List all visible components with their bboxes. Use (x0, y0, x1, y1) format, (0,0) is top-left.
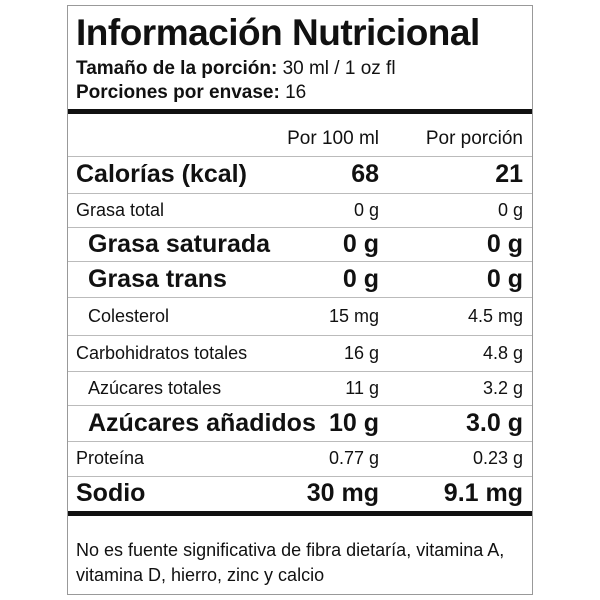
column-header: Por 100 ml Por porción (68, 121, 532, 157)
nutrient-row: Grasa trans 0 g 0 g (68, 261, 532, 298)
thick-rule (68, 511, 532, 516)
per-serving: 4.8 g (482, 342, 523, 363)
nutrient-row: Grasa saturada 0 g 0 g (68, 227, 532, 262)
nutrient-row: Colesterol 15 mg 4.5 mg (68, 297, 532, 336)
per-serving: 4.5 mg (467, 305, 523, 326)
nutrient-name: Azúcares añadidos (88, 408, 316, 437)
nutrient-row: Proteína 0.77 g 0.23 g (68, 441, 532, 477)
footnote: No es fuente significativa de fibra diet… (76, 540, 505, 585)
servings-value: 16 (285, 82, 307, 103)
per-100ml: 15 mg (328, 305, 379, 326)
nutrient-row: Carbohidratos totales 16 g 4.8 g (68, 335, 532, 372)
nutrient-name: Grasa saturada (88, 229, 271, 258)
servings: Porciones por envase: 16 (76, 82, 306, 104)
nutrition-label: Información Nutricional Tamaño de la por… (67, 5, 533, 595)
per-100ml: 0 g (342, 229, 379, 258)
serving-size-label: Tamaño de la porción: (76, 58, 278, 79)
nutrient-row: Azúcares añadidos 10 g 3.0 g (68, 405, 532, 442)
title: Información Nutricional (76, 12, 480, 53)
nutrient-row: Sodio 30 mg 9.1 mg (68, 476, 532, 511)
per-100ml: 30 mg (306, 479, 379, 507)
nutrient-name: Sodio (76, 479, 146, 507)
thick-rule (68, 109, 532, 114)
per-serving: 21 (495, 160, 523, 188)
per-100ml: 16 g (343, 342, 379, 363)
nutrient-name: Colesterol (88, 305, 170, 326)
nutrient-name: Carbohidratos totales (76, 342, 248, 363)
per-serving: 3.2 g (482, 377, 523, 398)
nutrient-name: Grasa total (76, 199, 165, 220)
column-label: Por 100 ml (287, 127, 379, 149)
per-100ml: 0 g (353, 199, 379, 220)
per-100ml: 11 g (345, 377, 379, 398)
nutrient-name: Grasa trans (88, 264, 227, 293)
nutrient-name: Proteína (76, 448, 145, 468)
per-serving: 9.1 mg (443, 479, 523, 507)
per-serving: 0 g (486, 264, 523, 293)
per-100ml: 10 g (328, 408, 379, 437)
nutrient-row: Azúcares totales 11 g 3.2 g (68, 371, 532, 406)
per-100ml: 0 g (342, 264, 379, 293)
per-serving: 3.0 g (466, 408, 523, 437)
serving-size: Tamaño de la porción: 30 ml / 1 oz fl (76, 58, 396, 80)
per-serving: 0.23 g (472, 448, 523, 468)
per-serving: 0 g (497, 199, 523, 220)
nutrient-row: Grasa total 0 g 0 g (68, 193, 532, 228)
nutrient-name: Azúcares totales (88, 377, 222, 398)
serving-size-value: 30 ml / 1 oz fl (282, 58, 396, 79)
per-serving: 0 g (486, 229, 523, 258)
per-100ml: 0.77 g (328, 448, 379, 468)
servings-label: Porciones por envase: (76, 82, 280, 103)
column-label: Por porción (425, 127, 523, 149)
nutrient-name: Calorías (kcal) (76, 160, 247, 188)
per-100ml: 68 (351, 160, 379, 188)
nutrient-row: Calorías (kcal) 68 21 (68, 156, 532, 194)
